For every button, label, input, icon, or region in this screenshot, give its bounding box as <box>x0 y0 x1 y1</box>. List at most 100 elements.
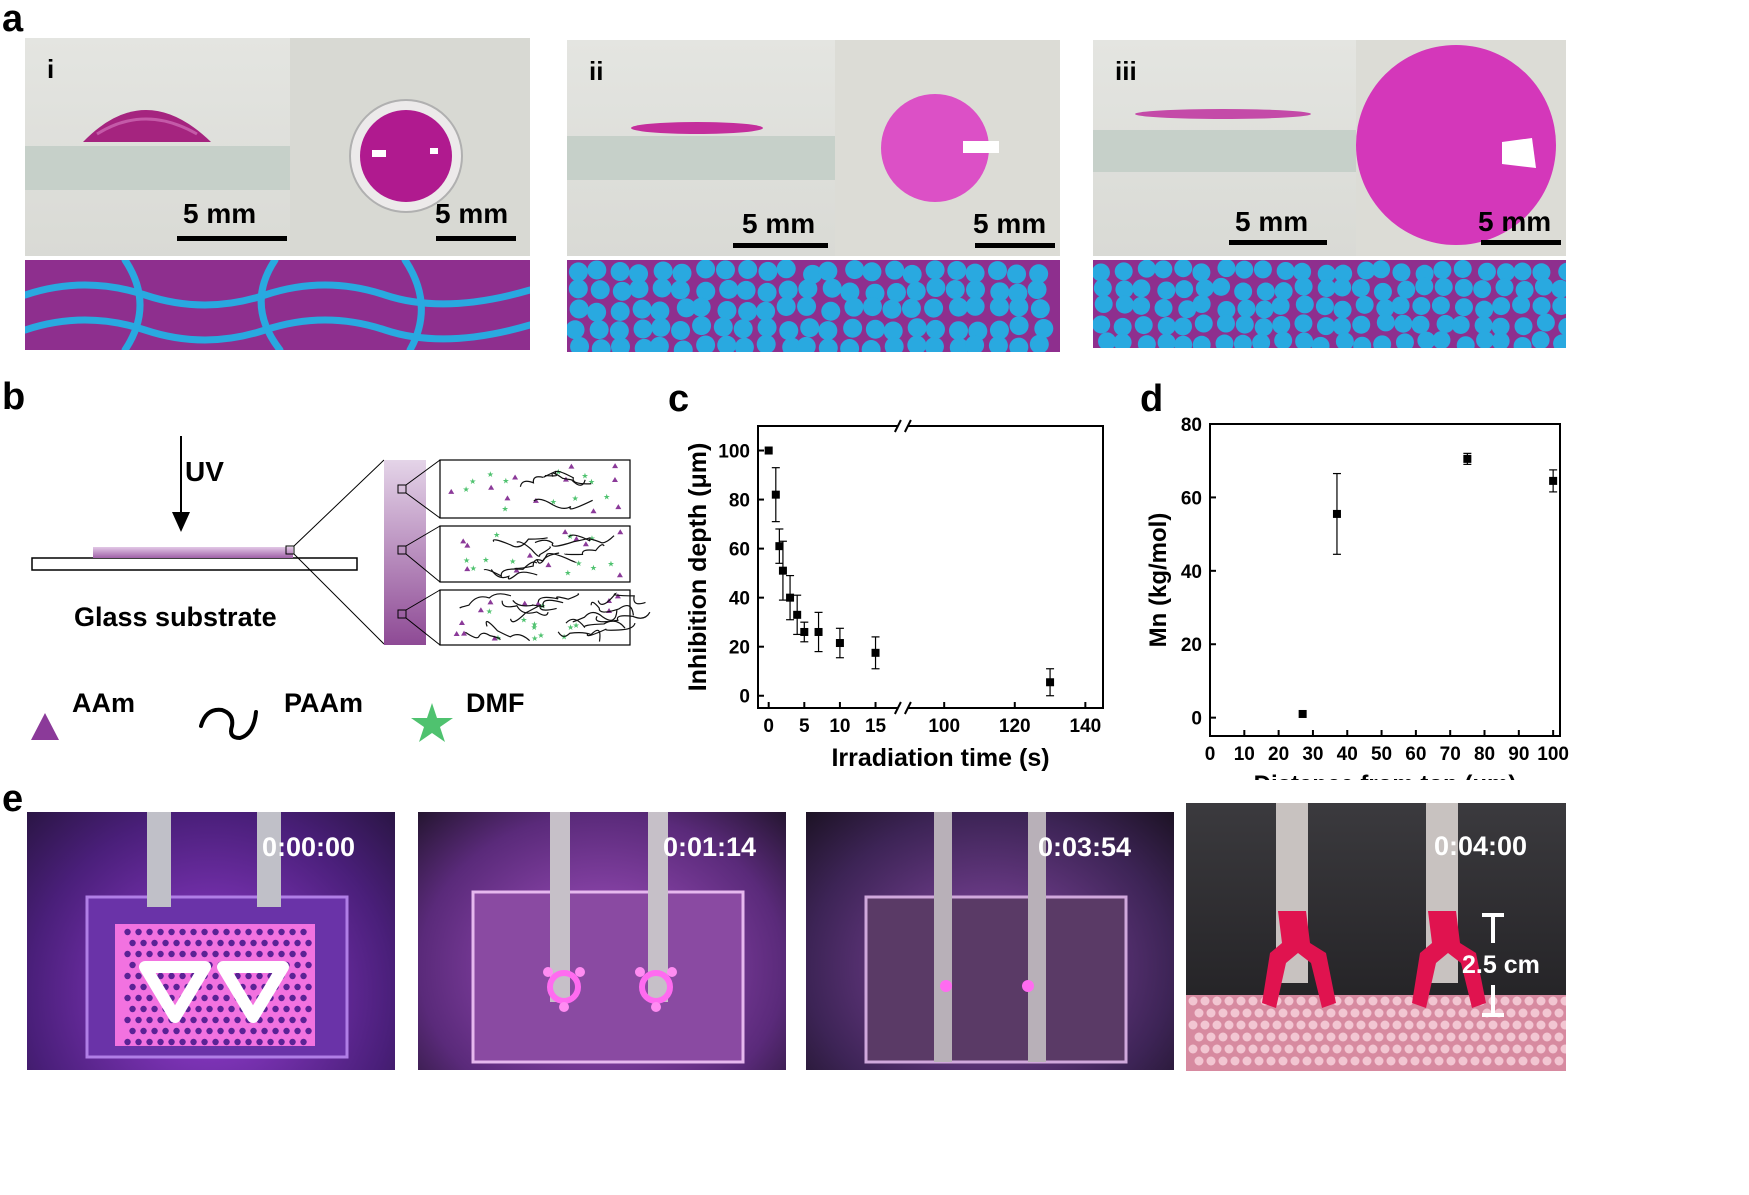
particle <box>696 335 716 352</box>
particle <box>1115 295 1134 314</box>
particle <box>1536 313 1555 332</box>
droplet-top-i <box>349 99 463 213</box>
particle <box>1513 336 1532 348</box>
particle <box>1009 337 1029 352</box>
svg-text:★: ★ <box>487 470 494 479</box>
timestamp-2: 0:01:14 <box>663 832 757 862</box>
particle <box>1434 277 1453 296</box>
scale-bar-side-i <box>177 236 287 241</box>
data-point <box>778 566 787 575</box>
svg-text:★: ★ <box>603 493 610 502</box>
scale-bar-top-i <box>436 236 516 241</box>
particle <box>672 263 692 283</box>
particle <box>882 299 902 319</box>
particle <box>1453 260 1472 278</box>
star-icon <box>411 703 453 742</box>
particle <box>1512 295 1531 314</box>
particle <box>568 262 588 282</box>
particle <box>1351 279 1370 298</box>
y-tick-label: 20 <box>1181 635 1202 656</box>
particle <box>906 281 926 301</box>
uv-printing-schematic: ★★★ ★★★★★★★★★ ★★★★★★★★★★★★★★★★★★★★★ <box>31 436 651 742</box>
y-tick-label: 40 <box>729 589 750 610</box>
particle <box>738 302 758 322</box>
particle <box>570 336 590 352</box>
x-tick-label: 20 <box>1268 744 1289 765</box>
particle <box>1411 315 1430 334</box>
top-view-photo-iii: 5 mm <box>1356 40 1566 256</box>
particle <box>818 261 838 281</box>
particle <box>1009 297 1029 317</box>
particle <box>1515 280 1534 299</box>
droplet-side-i <box>83 110 211 142</box>
particle <box>652 278 672 298</box>
particle <box>1157 333 1176 348</box>
print-frame-2: 0:01:14 <box>418 812 786 1070</box>
particle <box>1372 260 1391 279</box>
particle <box>818 321 838 341</box>
particle <box>717 335 737 352</box>
monomer-polymer-mix: ★★★ ★★★★★★★★★ ★★★★★★★★★★★★★★★★★★★★★ <box>448 463 651 643</box>
particle <box>736 280 756 300</box>
particle <box>862 262 882 282</box>
particle <box>629 279 649 299</box>
svg-text:★: ★ <box>493 531 500 540</box>
x-tick-label: 70 <box>1440 744 1461 765</box>
particle <box>1274 331 1293 348</box>
svg-text:★: ★ <box>588 478 595 487</box>
axis-break-mark <box>904 701 912 715</box>
particle <box>676 298 696 318</box>
particle <box>949 338 969 352</box>
particle <box>1332 317 1351 336</box>
particle <box>757 282 777 302</box>
particle <box>734 337 754 352</box>
particle <box>1295 332 1314 348</box>
particle <box>924 337 944 352</box>
particle <box>1009 316 1029 336</box>
x-tick-label: 80 <box>1474 744 1495 765</box>
particle <box>756 334 776 352</box>
schematic-network-i <box>25 260 530 350</box>
particle <box>1475 300 1494 319</box>
particle <box>692 316 712 336</box>
particle <box>1397 280 1416 299</box>
particle <box>1394 314 1413 333</box>
particle <box>1373 282 1392 301</box>
particle <box>653 261 673 281</box>
particle <box>1451 315 1470 334</box>
particle <box>1215 334 1234 348</box>
particle <box>843 318 863 338</box>
particle <box>1436 314 1455 333</box>
y-tick-label: 80 <box>1181 415 1202 436</box>
data-point <box>793 610 802 619</box>
particle <box>840 282 860 302</box>
particle <box>715 260 735 280</box>
particle <box>671 320 691 340</box>
particle <box>1352 315 1371 334</box>
particle <box>1157 281 1176 300</box>
particle <box>1034 319 1054 339</box>
particle <box>1132 296 1151 315</box>
axis-break-mask <box>897 703 908 713</box>
data-point <box>800 627 809 636</box>
particle <box>1154 299 1173 318</box>
particle <box>1415 277 1434 296</box>
svg-text:★: ★ <box>567 623 574 632</box>
y-tick-label: 0 <box>1191 709 1202 730</box>
particle <box>1235 260 1254 279</box>
particle <box>1271 296 1290 315</box>
particle <box>947 260 967 280</box>
particle <box>1132 279 1151 298</box>
particle <box>989 297 1009 317</box>
particle <box>988 336 1008 352</box>
particle <box>1476 331 1495 348</box>
scale-label-top-i: 5 mm <box>435 198 509 229</box>
particle <box>779 321 799 341</box>
particle <box>1216 314 1235 333</box>
scale-bar-top-iii <box>1481 240 1561 245</box>
top-view-photo-ii: 5 mm <box>835 40 1060 256</box>
particle <box>1174 317 1193 336</box>
particle <box>840 339 860 352</box>
schematic-particles-iii <box>1093 260 1566 348</box>
svg-text:★: ★ <box>463 556 470 565</box>
